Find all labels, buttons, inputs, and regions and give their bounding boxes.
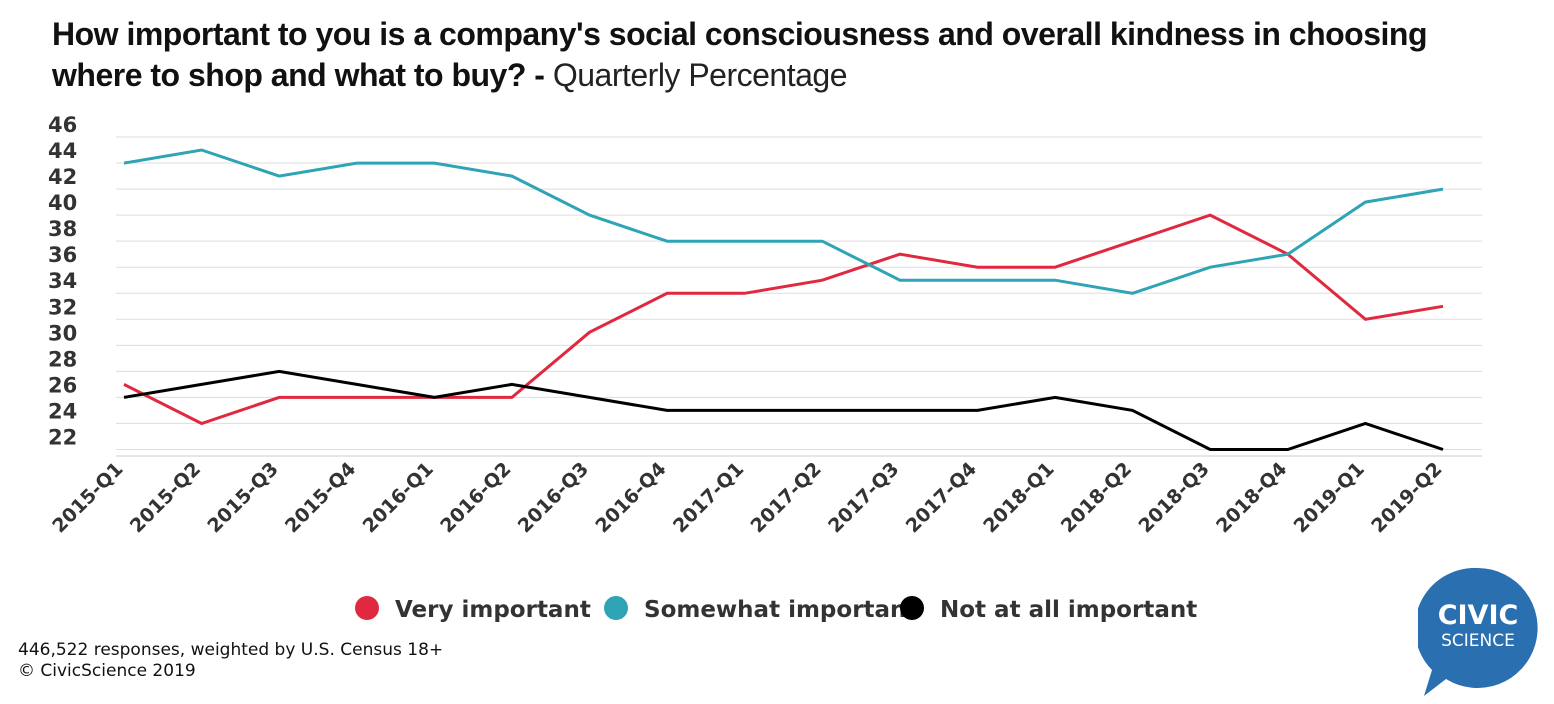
- footer-copyright: © CivicScience 2019: [18, 661, 196, 681]
- x-tick-label: 2018-Q4: [1212, 458, 1291, 537]
- legend-label-1: Somewhat important: [644, 597, 917, 623]
- y-tick-label: 38: [48, 217, 77, 241]
- legend-label-0: Very important: [395, 597, 591, 623]
- civicscience-logo: CIVIC SCIENCE: [1418, 568, 1538, 696]
- y-tick-label: 24: [48, 399, 77, 423]
- x-tick-label: 2016-Q1: [359, 458, 438, 537]
- x-tick-label: 2019-Q2: [1367, 458, 1446, 537]
- y-tick-label: 46: [48, 113, 77, 137]
- y-tick-label: 36: [48, 243, 77, 267]
- x-tick-label: 2017-Q2: [747, 458, 826, 537]
- y-tick-label: 26: [48, 373, 77, 397]
- chart-title-suffix: Quarterly Percentage: [552, 57, 848, 93]
- x-tick-label: 2018-Q2: [1057, 458, 1136, 537]
- x-tick-label: 2016-Q4: [591, 458, 670, 537]
- legend-label-2: Not at all important: [940, 597, 1197, 623]
- x-tick-label: 2016-Q3: [514, 458, 593, 537]
- x-tick-label: 2015-Q3: [203, 458, 282, 537]
- grid: [116, 136, 1482, 457]
- x-tick-label: 2019-Q1: [1290, 458, 1369, 537]
- y-tick-label: 30: [48, 321, 77, 345]
- y-tick-label: 28: [48, 347, 77, 371]
- y-tick-label: 32: [48, 295, 77, 319]
- y-tick-label: 40: [48, 191, 77, 215]
- series-line-2: [123, 369, 1444, 451]
- footer-responses: 446,522 responses, weighted by U.S. Cens…: [18, 640, 444, 660]
- legend-marker-0: [355, 596, 379, 620]
- x-tick-label: 2018-Q3: [1134, 458, 1213, 537]
- chart-title: How important to you is a company's soci…: [52, 14, 1522, 96]
- x-axis-ticks: 2015-Q12015-Q22015-Q32015-Q42016-Q12016-…: [48, 458, 1446, 537]
- legend: Very important Somewhat important Not at a…: [355, 596, 1197, 623]
- y-tick-label: 22: [48, 425, 77, 449]
- legend-marker-1: [604, 596, 628, 620]
- x-tick-label: 2016-Q2: [436, 458, 515, 537]
- x-tick-label: 2015-Q2: [126, 458, 205, 537]
- logo-civic: CIVIC: [1438, 600, 1519, 631]
- x-tick-label: 2017-Q4: [902, 458, 981, 537]
- logo-speech-bubble: [1418, 568, 1538, 696]
- series-line-0: [123, 213, 1444, 426]
- y-tick-label: 34: [48, 269, 77, 293]
- x-tick-label: 2017-Q3: [824, 458, 903, 537]
- series-line-1: [123, 148, 1444, 295]
- chart-title-main: How important to you is a company's soci…: [52, 16, 1428, 93]
- y-tick-label: 42: [48, 165, 77, 189]
- x-tick-label: 2015-Q1: [48, 458, 127, 537]
- x-tick-label: 2015-Q4: [281, 458, 360, 537]
- series-lines: [123, 148, 1444, 451]
- y-tick-label: 44: [48, 139, 77, 163]
- footer: 446,522 responses, weighted by U.S. Cens…: [18, 640, 443, 682]
- legend-marker-2: [900, 596, 924, 620]
- logo-science: SCIENCE: [1441, 631, 1515, 651]
- x-tick-label: 2018-Q1: [979, 458, 1058, 537]
- x-tick-label: 2017-Q1: [669, 458, 748, 537]
